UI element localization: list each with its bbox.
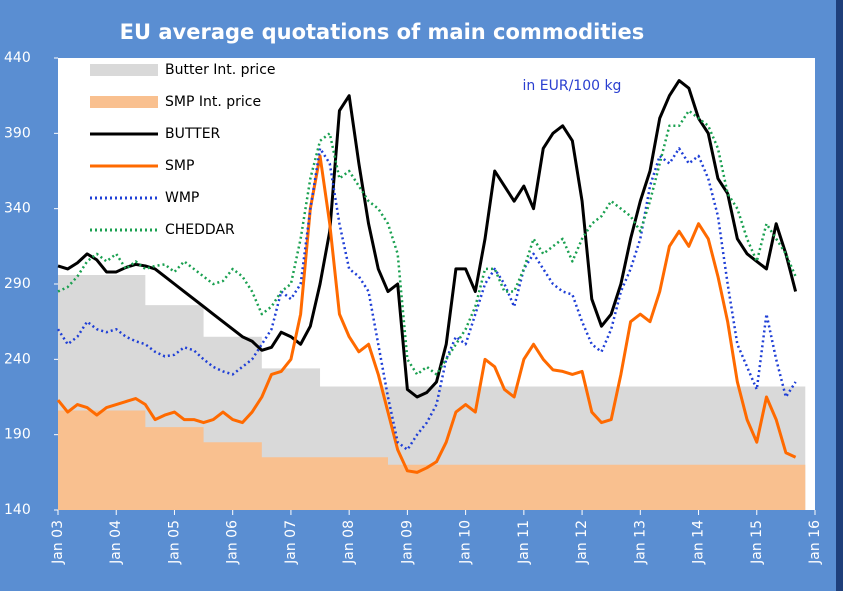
x-tick-label: Jan 03 xyxy=(50,520,66,565)
x-tick-label: Jan 09 xyxy=(399,520,415,565)
y-tick-label: 240 xyxy=(4,351,31,367)
x-tick-label: Jan 06 xyxy=(225,520,241,565)
line xyxy=(56,147,797,451)
x-tick-label: Jan 07 xyxy=(283,520,299,565)
y-tick-label: 440 xyxy=(4,50,31,66)
legend-label: CHEDDAR xyxy=(165,222,235,238)
area xyxy=(58,410,806,510)
y-tick-label: 340 xyxy=(4,201,31,217)
x-tick-label: Jan 13 xyxy=(632,520,648,565)
legend-swatch xyxy=(90,64,158,76)
x-tick-label: Jan 04 xyxy=(108,520,124,565)
x-tick-label: Jan 14 xyxy=(691,520,707,565)
y-tick-label: 390 xyxy=(4,125,31,141)
y-tick-label: 190 xyxy=(4,427,31,443)
x-tick-label: Jan 10 xyxy=(458,520,474,565)
y-tick-label: 290 xyxy=(4,276,31,292)
legend-label: BUTTER xyxy=(165,126,221,142)
x-tick-label: Jan 15 xyxy=(749,520,765,565)
chart-title: EU average quotations of main commoditie… xyxy=(120,20,645,44)
edge-band xyxy=(836,0,843,591)
legend-label: WMP xyxy=(165,190,199,206)
line xyxy=(57,79,798,399)
line xyxy=(56,154,797,474)
x-tick-label: Jan 11 xyxy=(516,520,532,565)
legend-swatch xyxy=(90,96,158,108)
annotation: in EUR/100 kg xyxy=(523,78,622,94)
x-tick-label: Jan 16 xyxy=(807,520,823,565)
y-tick-label: 140 xyxy=(4,502,31,518)
legend-label: SMP Int. price xyxy=(165,94,261,110)
legend-label: Butter Int. price xyxy=(165,62,276,78)
x-tick-label: Jan 08 xyxy=(341,520,357,565)
x-tick-label: Jan 05 xyxy=(166,520,182,565)
legend-label: SMP xyxy=(165,158,194,174)
plot-layer xyxy=(56,79,806,510)
x-tick-label: Jan 12 xyxy=(574,520,590,565)
